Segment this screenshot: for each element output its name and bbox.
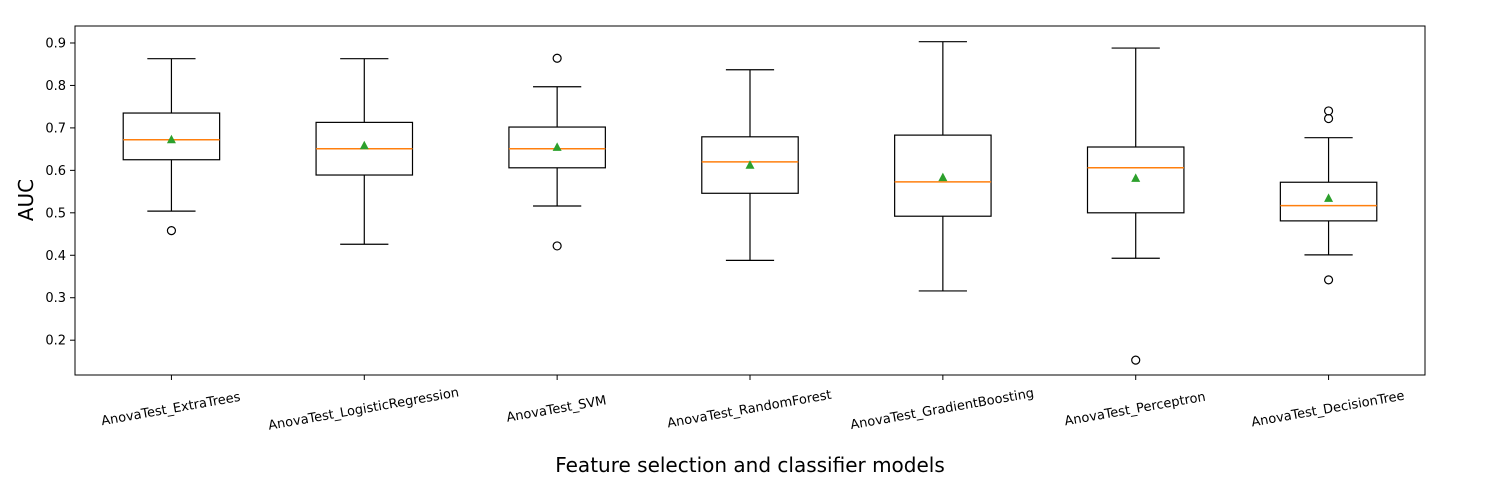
x-tick-label: AnovaTest_SVM: [505, 393, 607, 425]
mean-marker: [1324, 193, 1334, 202]
outlier-point: [552, 241, 562, 251]
x-tick-label: AnovaTest_GradientBoosting: [849, 386, 1035, 433]
y-tick-label: 0.8: [45, 79, 66, 94]
y-tick-label: 0.4: [45, 249, 66, 264]
plot-frame: [74, 25, 1426, 376]
y-tick-label: 0.7: [45, 121, 66, 136]
y-axis: 0.2 0.3 0.4 0.5 0.6 0.7 0.8 0.9: [45, 36, 75, 349]
box-2: [315, 58, 414, 245]
x-tick-label: AnovaTest_LogisticRegression: [267, 385, 460, 433]
x-tick-label: AnovaTest_Perceptron: [1063, 390, 1206, 430]
y-tick-label: 0.3: [45, 291, 66, 306]
mean-marker: [938, 172, 948, 182]
mean-marker: [552, 142, 562, 151]
y-tick-label: 0.9: [45, 36, 66, 51]
mean-marker: [745, 160, 755, 169]
mean-marker: [166, 134, 176, 144]
box-3: [508, 53, 606, 251]
box-iqr: [1086, 146, 1185, 214]
box-4: [701, 69, 799, 261]
x-tick-label: AnovaTest_RandomForest: [666, 388, 833, 432]
box-iqr: [1279, 181, 1378, 222]
x-tick-label: AnovaTest_DecisionTree: [1250, 389, 1406, 431]
outlier-point: [1323, 113, 1334, 124]
y-axis-title: AUC: [14, 179, 38, 221]
outlier-point: [166, 226, 177, 236]
y-tick-label: 0.5: [45, 206, 66, 221]
outlier-point: [1323, 275, 1334, 285]
box-5: [894, 41, 992, 292]
box-iqr: [701, 136, 799, 194]
outlier-point: [1131, 355, 1141, 365]
y-tick-label: 0.2: [45, 334, 66, 349]
box-iqr: [894, 134, 992, 217]
box-7: [1279, 106, 1378, 285]
x-axis-title: Feature selection and classifier models: [555, 453, 945, 477]
box-6: [1086, 47, 1185, 365]
y-tick-label: 0.6: [45, 164, 66, 179]
box-iqr: [508, 126, 606, 169]
x-tick-label: AnovaTest_ExtraTrees: [100, 390, 242, 429]
mean-marker: [1131, 173, 1141, 182]
x-axis: AnovaTest_ExtraTrees AnovaTest_LogisticRe…: [100, 375, 1406, 434]
box-group: [122, 41, 1378, 365]
box-1: [122, 58, 221, 236]
mean-marker: [359, 140, 369, 150]
outlier-point: [552, 53, 562, 63]
box-iqr: [122, 112, 221, 161]
